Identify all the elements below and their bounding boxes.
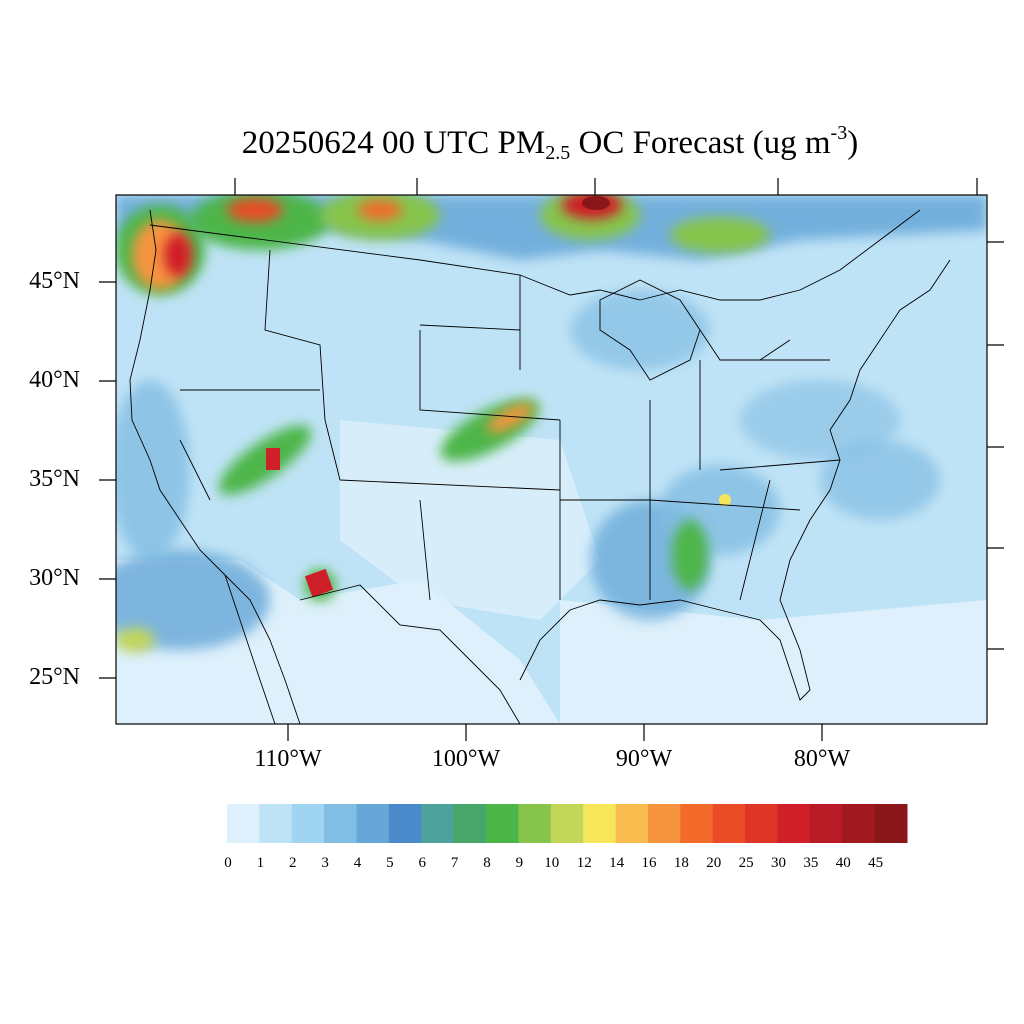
colorbar-label-18: 35 bbox=[803, 855, 819, 871]
colorbar-swatch-4 bbox=[356, 804, 390, 843]
colorbar-label-8: 8 bbox=[483, 855, 491, 871]
colorbar-swatch-9 bbox=[518, 804, 552, 843]
field-pacific-band bbox=[116, 550, 270, 650]
core-mb-darkred bbox=[582, 196, 610, 210]
colorbar-swatch-1 bbox=[259, 804, 293, 843]
gulf-atlantic-coast bbox=[519, 259, 951, 701]
colorbar-swatch-10 bbox=[550, 804, 584, 843]
core-arizona-red bbox=[266, 448, 280, 470]
colorbar-swatch-19 bbox=[842, 804, 876, 843]
colorbar-swatch-20 bbox=[874, 804, 908, 843]
map-ticks bbox=[99, 178, 1004, 741]
field-atlantic-band bbox=[820, 440, 940, 520]
us-canada-border bbox=[149, 224, 641, 301]
field-gulf-low bbox=[560, 600, 987, 724]
concentration-field bbox=[116, 195, 987, 724]
lake-erie bbox=[699, 329, 791, 361]
lat-label-40: 40°N bbox=[29, 367, 80, 393]
baja-outline bbox=[224, 574, 276, 724]
great-lakes bbox=[599, 279, 701, 381]
colorbar-label-13: 16 bbox=[641, 855, 657, 871]
field-appalachian-band bbox=[740, 380, 900, 460]
colorbar-swatch-12 bbox=[615, 804, 649, 843]
colorbar-label-12: 14 bbox=[609, 855, 625, 871]
colorbar-label-10: 10 bbox=[544, 855, 560, 871]
core-bc-red bbox=[227, 198, 283, 222]
lat-label-45: 45°N bbox=[29, 268, 80, 294]
colorbar-label-2: 2 bbox=[289, 855, 297, 871]
colorbar-label-3: 3 bbox=[321, 855, 329, 871]
map-title: 20250624 00 UTC PM2.5 OC Forecast (ug m-… bbox=[241, 122, 859, 164]
plume-baja-yellow bbox=[116, 628, 155, 652]
northeast-border bbox=[639, 209, 921, 301]
colorbar-swatch-15 bbox=[712, 804, 746, 843]
colorbar-label-0: 0 bbox=[224, 855, 232, 871]
plume-on-green bbox=[670, 217, 770, 253]
state-lines-west bbox=[264, 249, 341, 481]
map-frame bbox=[115, 194, 988, 725]
colorbar-swatch-13 bbox=[647, 804, 681, 843]
lon-label-80w: 80°W bbox=[793, 746, 851, 772]
core-nw-red bbox=[164, 233, 192, 277]
plume-alabama-green bbox=[672, 520, 708, 590]
field-plains-low bbox=[340, 420, 600, 620]
colorbar-swatch-3 bbox=[324, 804, 358, 843]
colorbar-label-20: 45 bbox=[868, 855, 884, 871]
lon-label-100w: 100°W bbox=[431, 746, 501, 772]
lon-label-90w: 90°W bbox=[615, 746, 673, 772]
colorbar-swatch-8 bbox=[486, 804, 519, 843]
colorbar-label-6: 6 bbox=[418, 855, 427, 871]
lat-label-35: 35°N bbox=[29, 466, 80, 492]
colorbar bbox=[227, 804, 908, 843]
colorbar-label-4: 4 bbox=[353, 855, 362, 871]
colorbar-swatch-5 bbox=[388, 804, 422, 843]
colorbar-label-16: 25 bbox=[738, 855, 754, 871]
boundaries bbox=[129, 209, 951, 724]
colorbar-swatch-7 bbox=[453, 804, 487, 843]
colorbar-label-1: 1 bbox=[256, 855, 265, 871]
field-lakes-band bbox=[570, 290, 710, 370]
colorbar-label-5: 5 bbox=[386, 855, 394, 871]
colorbar-swatch-16 bbox=[745, 804, 778, 843]
colorbar-label-9: 9 bbox=[515, 855, 524, 871]
core-ab-orange bbox=[358, 200, 402, 220]
colorbar-label-7: 7 bbox=[450, 855, 459, 871]
colorbar-label-14: 18 bbox=[673, 855, 689, 871]
core-kansas-orange bbox=[486, 403, 534, 433]
plume-arizona-green bbox=[218, 425, 312, 495]
colorbar-swatch-2 bbox=[291, 804, 325, 843]
core-georgia-yellow bbox=[719, 494, 731, 506]
west-coast bbox=[129, 209, 301, 724]
mexico-border bbox=[299, 584, 521, 724]
lat-label-30: 30°N bbox=[29, 565, 80, 591]
lat-label-25: 25°N bbox=[29, 664, 80, 690]
core-nm-red bbox=[304, 568, 334, 598]
colorbar-swatch-17 bbox=[777, 804, 811, 843]
colorbar-swatch-18 bbox=[809, 804, 843, 843]
colorbar-label-19: 40 bbox=[835, 855, 851, 871]
colorbar-swatch-14 bbox=[680, 804, 714, 843]
field-california-band bbox=[116, 380, 190, 560]
colorbar-label-17: 30 bbox=[770, 855, 786, 871]
colorbar-label-11: 12 bbox=[576, 855, 592, 871]
colorbar-swatch-0 bbox=[227, 804, 260, 843]
state-lines-interior bbox=[179, 275, 841, 601]
colorbar-swatch-11 bbox=[583, 804, 617, 843]
colorbar-swatch-6 bbox=[421, 804, 455, 843]
colorbar-label-15: 20 bbox=[706, 855, 722, 871]
plume-bc-green bbox=[190, 195, 330, 250]
lon-label-110w: 110°W bbox=[254, 746, 322, 772]
